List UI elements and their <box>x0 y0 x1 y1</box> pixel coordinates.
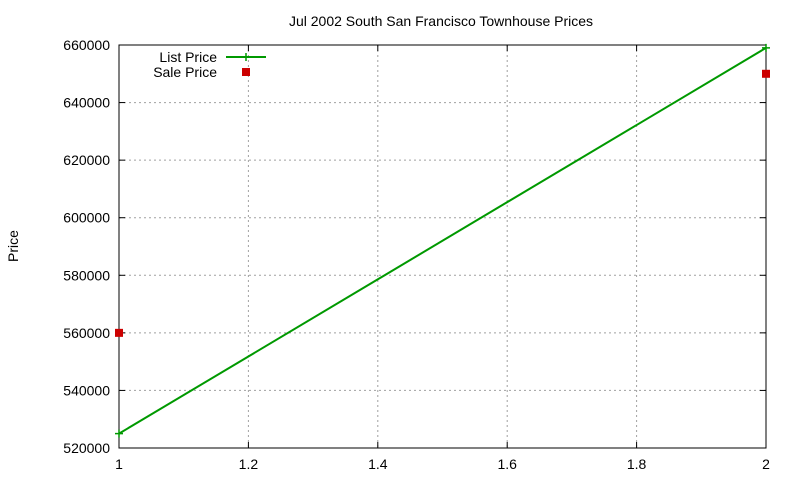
list-price-point <box>115 429 123 438</box>
sale-price-point <box>762 69 770 78</box>
legend-label-list-price: List Price <box>159 49 217 65</box>
x-tick-label: 1.2 <box>239 456 259 472</box>
legend-marker-sale-price <box>242 68 250 76</box>
y-tick-label: 600000 <box>63 210 110 226</box>
y-tick-label: 660000 <box>63 37 110 53</box>
x-tick-label: 2 <box>762 456 770 472</box>
list-price-point <box>762 43 770 52</box>
y-tick-label: 580000 <box>63 267 110 283</box>
y-tick-label: 540000 <box>63 382 110 398</box>
x-tick-label: 1.6 <box>497 456 517 472</box>
y-axis-title: Price <box>5 230 21 262</box>
chart-title: Jul 2002 South San Francisco Townhouse P… <box>289 13 593 29</box>
sale-price-point <box>115 328 123 337</box>
y-tick-label: 560000 <box>63 325 110 341</box>
legend-marker-list-price <box>242 53 250 61</box>
y-tick-label: 640000 <box>63 95 110 111</box>
grid <box>119 45 766 448</box>
y-tick-label: 620000 <box>63 152 110 168</box>
list-price-line <box>118 47 767 435</box>
plot-area-border <box>118 44 767 449</box>
data-series <box>115 43 770 438</box>
legend-label-sale-price: Sale Price <box>153 64 217 80</box>
y-tick-label: 520000 <box>63 440 110 456</box>
x-tick-label: 1.4 <box>368 456 388 472</box>
x-tick-label: 1 <box>115 456 123 472</box>
x-tick-label: 1.8 <box>627 456 647 472</box>
